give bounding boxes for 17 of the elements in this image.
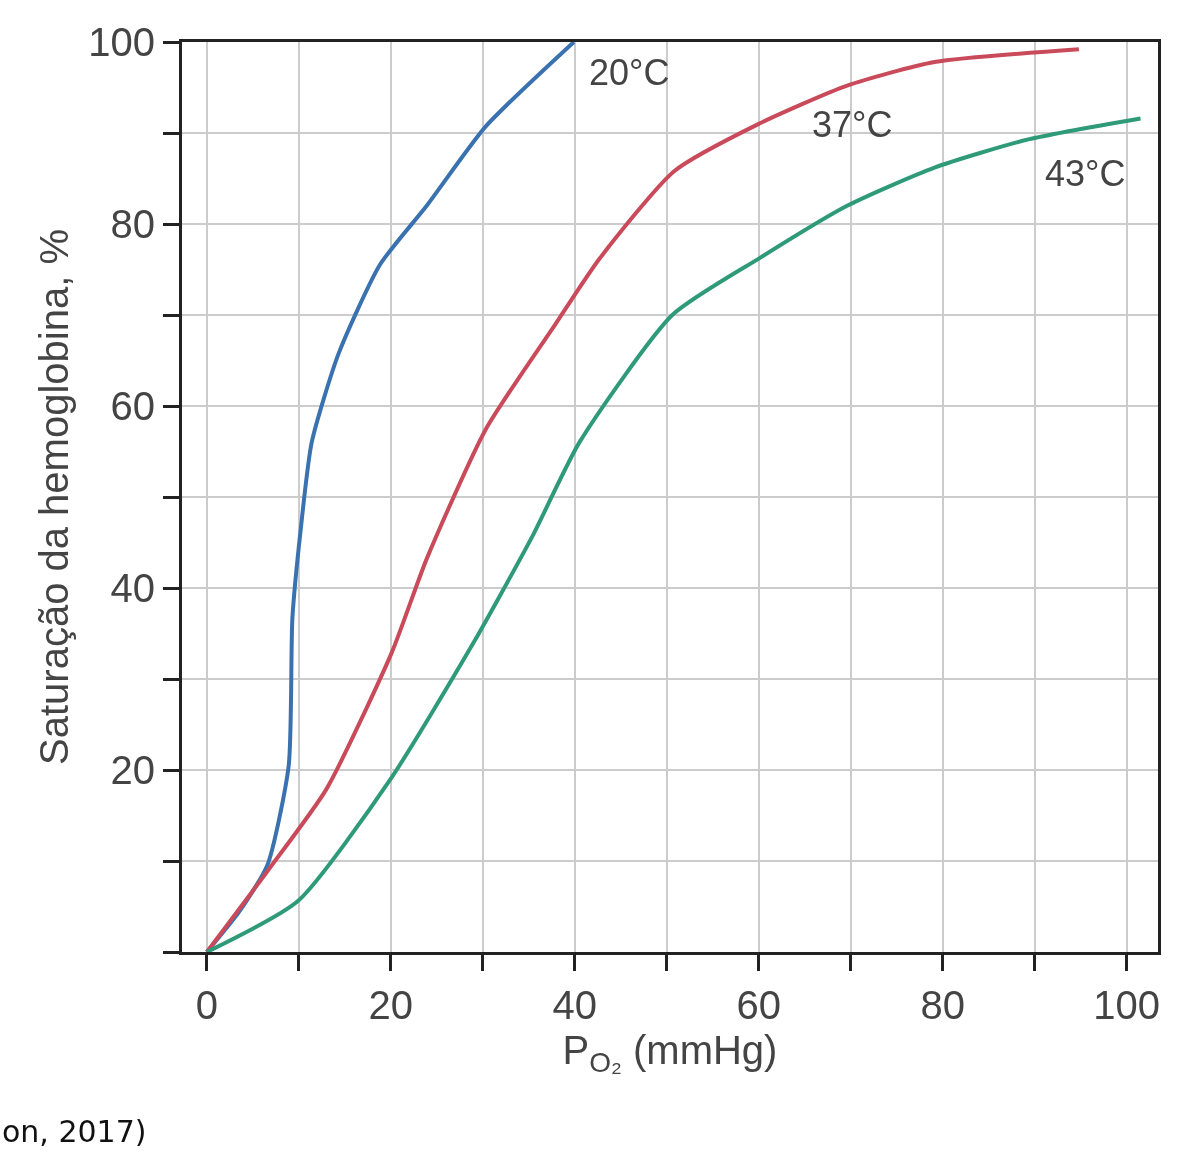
y-tick-label: 100 — [88, 20, 155, 64]
y-tick-label: 20 — [110, 748, 155, 792]
y-axis-title: Saturação da hemoglobina, % — [31, 229, 76, 765]
x-tick-label: 20 — [368, 983, 414, 1027]
series-label: 37°C — [812, 104, 893, 145]
x-tick-label: 40 — [552, 983, 598, 1027]
y-tick-label: 40 — [110, 566, 155, 610]
series-label: 20°C — [589, 52, 670, 93]
x-tick-label: 60 — [736, 983, 782, 1027]
y-tick-label: 60 — [110, 384, 155, 428]
y-tick-label: 80 — [110, 202, 155, 246]
series-label: 43°C — [1045, 153, 1126, 194]
x-tick-label: 0 — [195, 983, 218, 1027]
x-tick-label: 80 — [920, 983, 965, 1027]
x-tick-label: 100 — [1093, 983, 1161, 1027]
x-axis-title: P$_{O₂}$ (mmHg) — [562, 1027, 778, 1078]
text: on, 2017) — [2, 1114, 147, 1149]
